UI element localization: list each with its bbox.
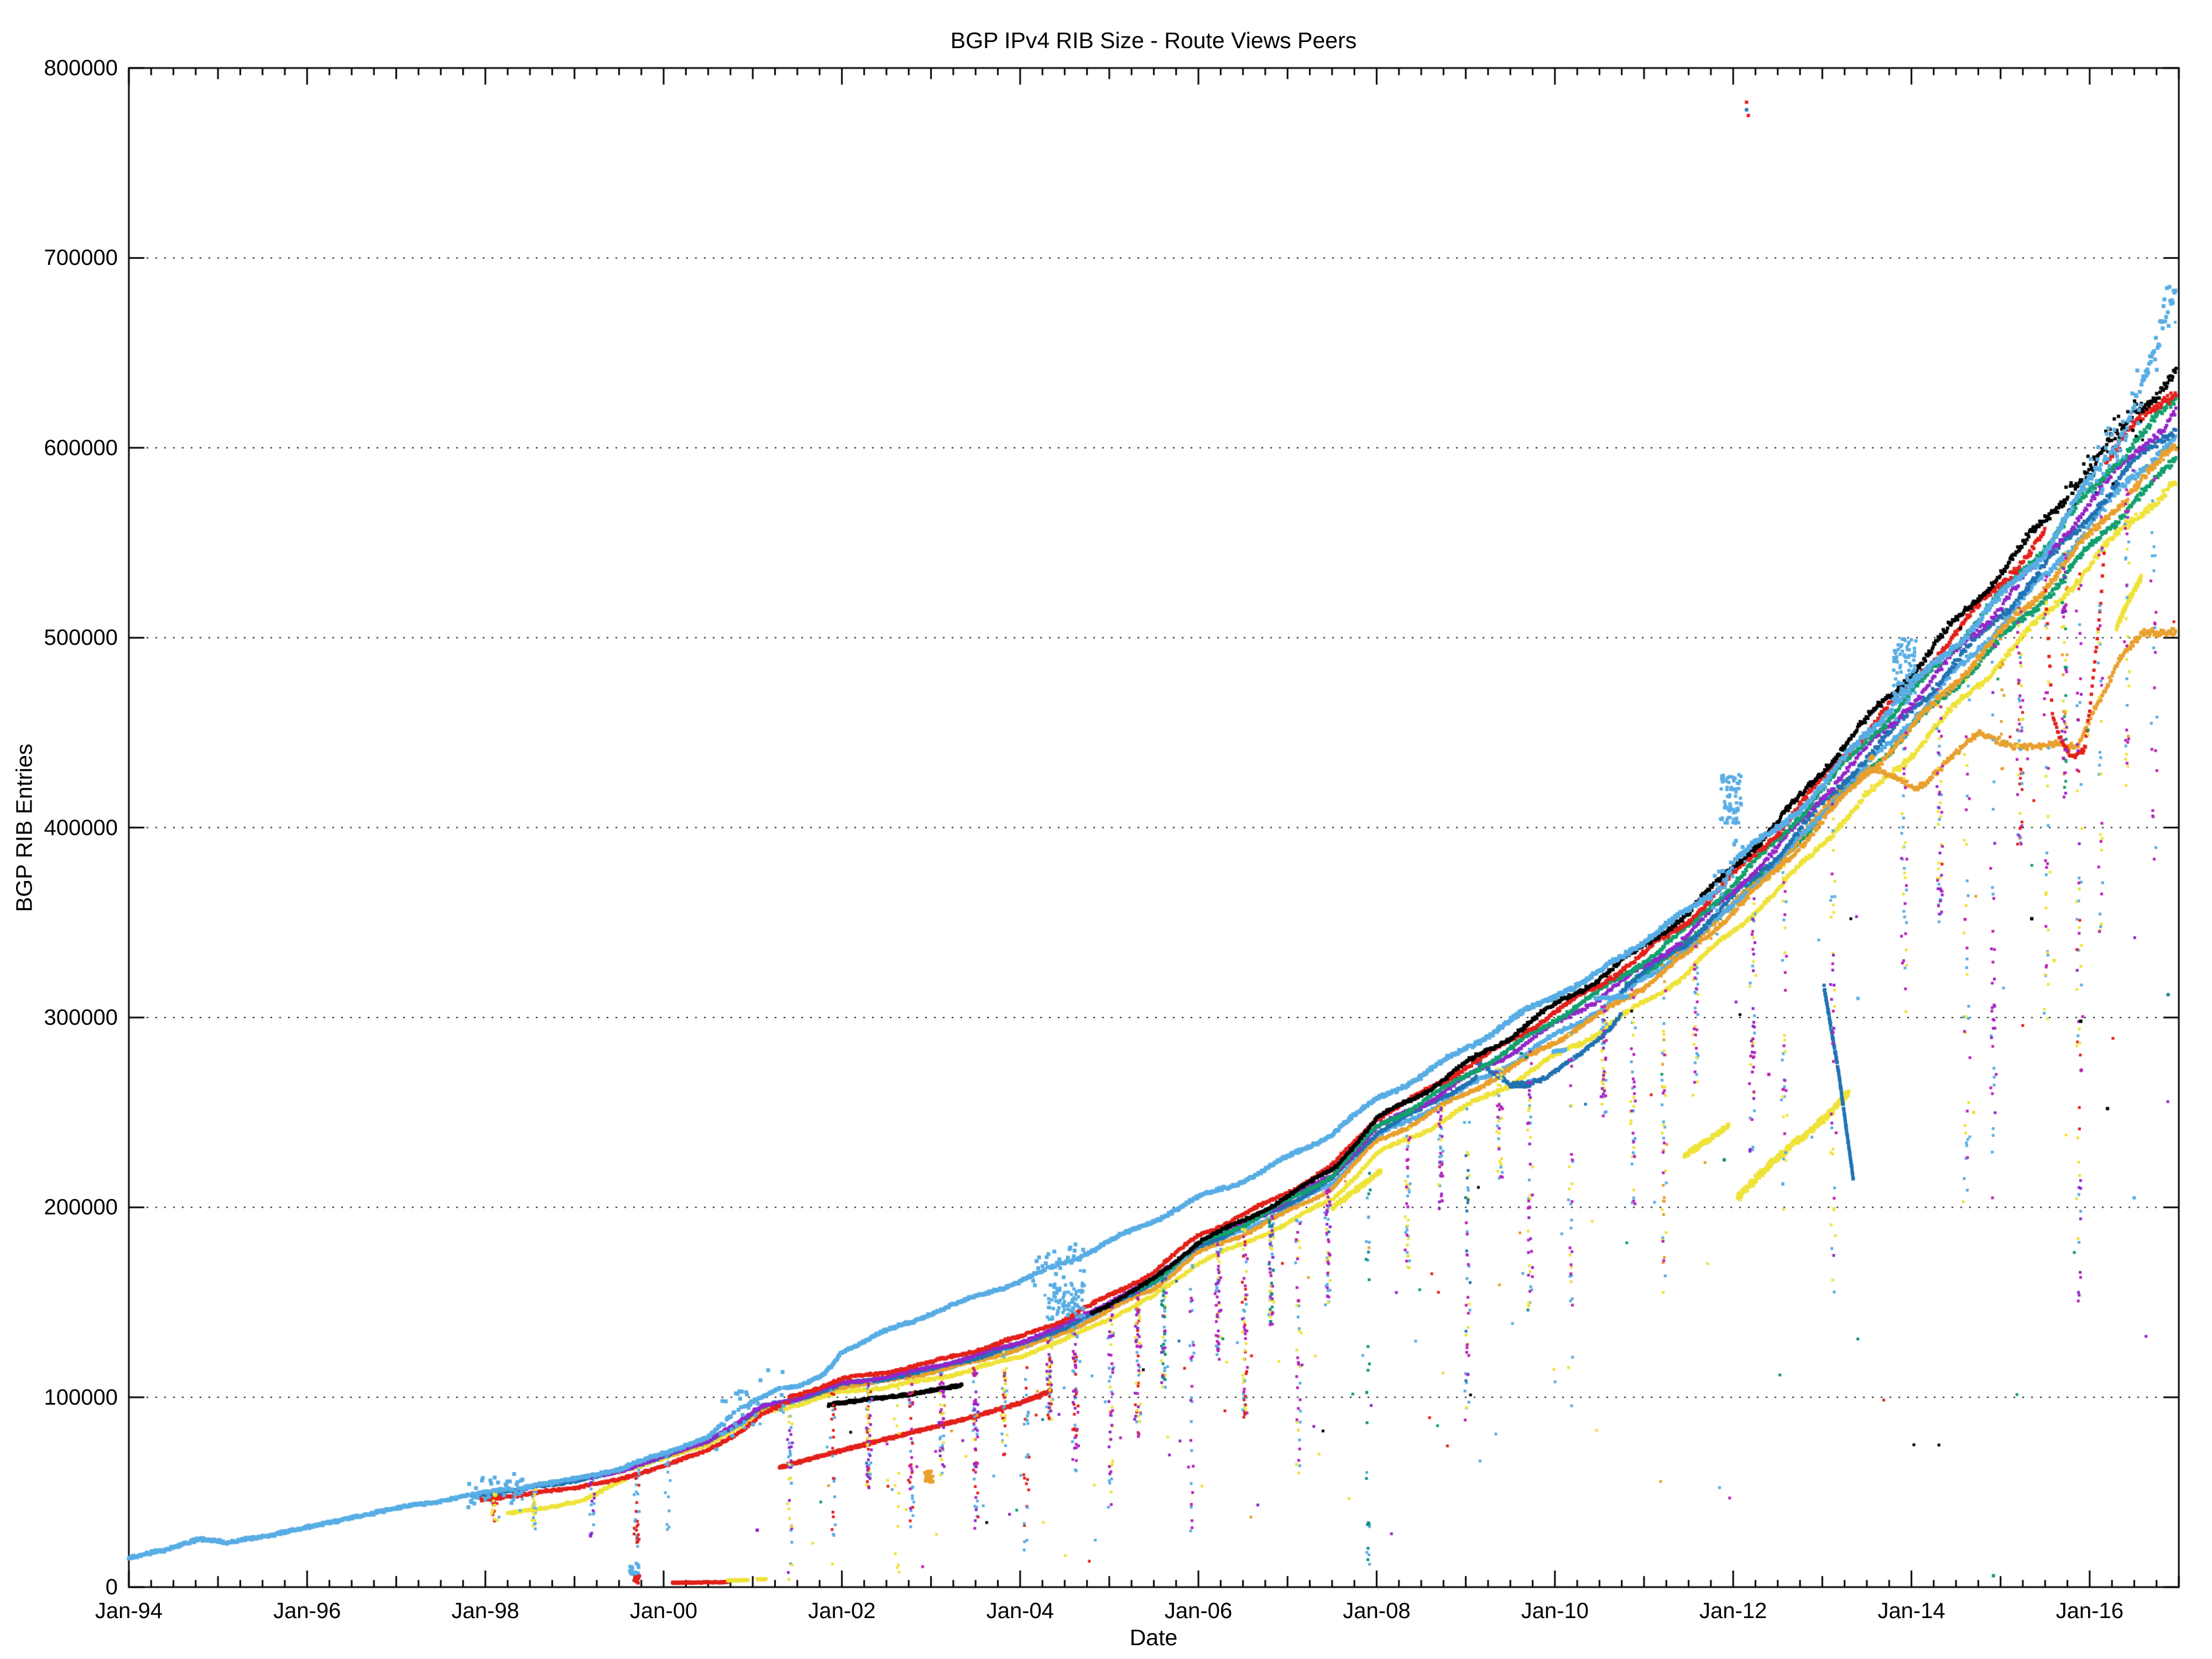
x-tick-label: Jan-08 — [1343, 1599, 1411, 1623]
y-tick-label: 500000 — [44, 625, 118, 650]
y-tick-label: 400000 — [44, 815, 118, 840]
x-axis-title: Date — [1129, 1625, 1178, 1650]
y-tick-label: 700000 — [44, 246, 118, 270]
x-tick-label: Jan-00 — [629, 1599, 698, 1623]
x-tick-label: Jan-02 — [808, 1599, 876, 1623]
y-tick-label: 200000 — [44, 1195, 118, 1220]
chart-title: BGP IPv4 RIB Size - Route Views Peers — [950, 28, 1357, 53]
x-tick-label: Jan-16 — [2056, 1599, 2124, 1623]
x-tick-label: Jan-04 — [986, 1599, 1054, 1623]
y-tick-label: 300000 — [44, 1005, 118, 1030]
x-tick-label: Jan-10 — [1521, 1599, 1589, 1623]
x-tick-label: Jan-96 — [273, 1599, 341, 1623]
x-tick-label: Jan-94 — [95, 1599, 163, 1623]
x-tick-label: Jan-06 — [1164, 1599, 1233, 1623]
y-tick-label: 0 — [105, 1575, 118, 1599]
y-tick-label: 600000 — [44, 435, 118, 460]
x-tick-label: Jan-98 — [451, 1599, 519, 1623]
y-tick-label: 100000 — [44, 1385, 118, 1410]
x-tick-label: Jan-14 — [1877, 1599, 1945, 1623]
x-tick-label: Jan-12 — [1699, 1599, 1767, 1623]
y-tick-label: 800000 — [44, 56, 118, 80]
